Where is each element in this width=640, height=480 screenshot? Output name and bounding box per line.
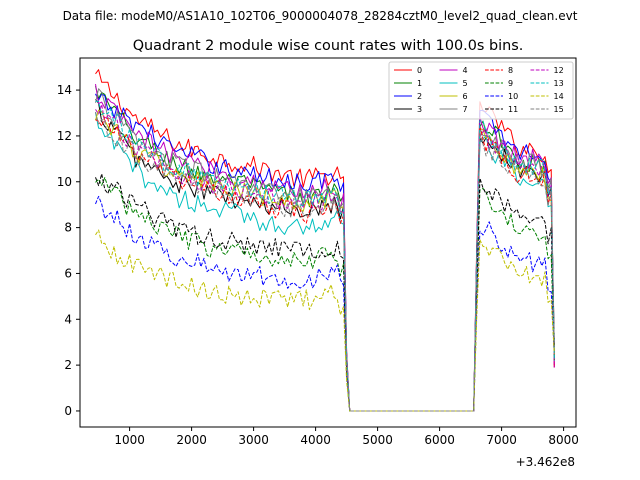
y-tick-label: 6 bbox=[64, 266, 72, 280]
series-line-15 bbox=[95, 111, 555, 412]
x-tick-label: 7000 bbox=[486, 433, 517, 447]
suptitle: Data file: modeM0/AS1A10_102T06_90000040… bbox=[63, 9, 578, 23]
legend-label-14: 14 bbox=[554, 92, 564, 101]
y-tick-label: 12 bbox=[57, 129, 72, 143]
legend-label-7: 7 bbox=[463, 105, 468, 114]
x-tick-label: 1000 bbox=[114, 433, 145, 447]
y-tick-label: 10 bbox=[57, 175, 72, 189]
legend-frame bbox=[388, 61, 574, 120]
legend-label-13: 13 bbox=[554, 79, 564, 88]
y-tick-label: 14 bbox=[57, 83, 72, 97]
x-axis: 1000 2000 3000 4000 5000 6000 7000 8000 bbox=[114, 427, 579, 447]
x-offset-label: +3.462e8 bbox=[516, 455, 575, 469]
legend-label-10: 10 bbox=[508, 92, 518, 101]
legend-label-4: 4 bbox=[463, 66, 468, 75]
legend-label-3: 3 bbox=[417, 105, 422, 114]
chart-title: Quadrant 2 module wise count rates with … bbox=[133, 38, 524, 54]
legend-label-0: 0 bbox=[417, 66, 422, 75]
legend-label-6: 6 bbox=[463, 92, 468, 101]
x-tick-label: 2000 bbox=[176, 433, 207, 447]
legend-label-8: 8 bbox=[508, 66, 513, 75]
y-tick-label: 8 bbox=[64, 221, 72, 235]
y-tick-label: 0 bbox=[64, 404, 72, 418]
legend-label-15: 15 bbox=[554, 105, 564, 114]
x-tick-label: 4000 bbox=[300, 433, 331, 447]
legend-label-5: 5 bbox=[463, 79, 468, 88]
series-line-9 bbox=[95, 177, 555, 412]
x-tick-label: 8000 bbox=[548, 433, 579, 447]
legend-label-12: 12 bbox=[554, 66, 564, 75]
y-axis: 0 2 4 6 8 10 12 14 bbox=[57, 83, 80, 418]
plot-area: 1000 2000 3000 4000 5000 6000 7000 8000 0246810… bbox=[57, 57, 579, 447]
legend-label-11: 11 bbox=[508, 105, 518, 114]
y-tick-label: 4 bbox=[64, 312, 72, 326]
x-tick-label: 3000 bbox=[238, 433, 269, 447]
series-line-12 bbox=[95, 104, 555, 412]
x-tick-label: 5000 bbox=[362, 433, 393, 447]
legend-label-1: 1 bbox=[417, 79, 422, 88]
x-tick-label: 6000 bbox=[424, 433, 455, 447]
y-tick-label: 2 bbox=[64, 358, 72, 372]
axes-frame bbox=[79, 57, 577, 428]
series-line-11 bbox=[95, 173, 555, 412]
legend-label-9: 9 bbox=[508, 79, 513, 88]
series-line-14 bbox=[95, 229, 555, 412]
series-layer bbox=[95, 69, 555, 412]
legend-label-2: 2 bbox=[417, 92, 422, 101]
